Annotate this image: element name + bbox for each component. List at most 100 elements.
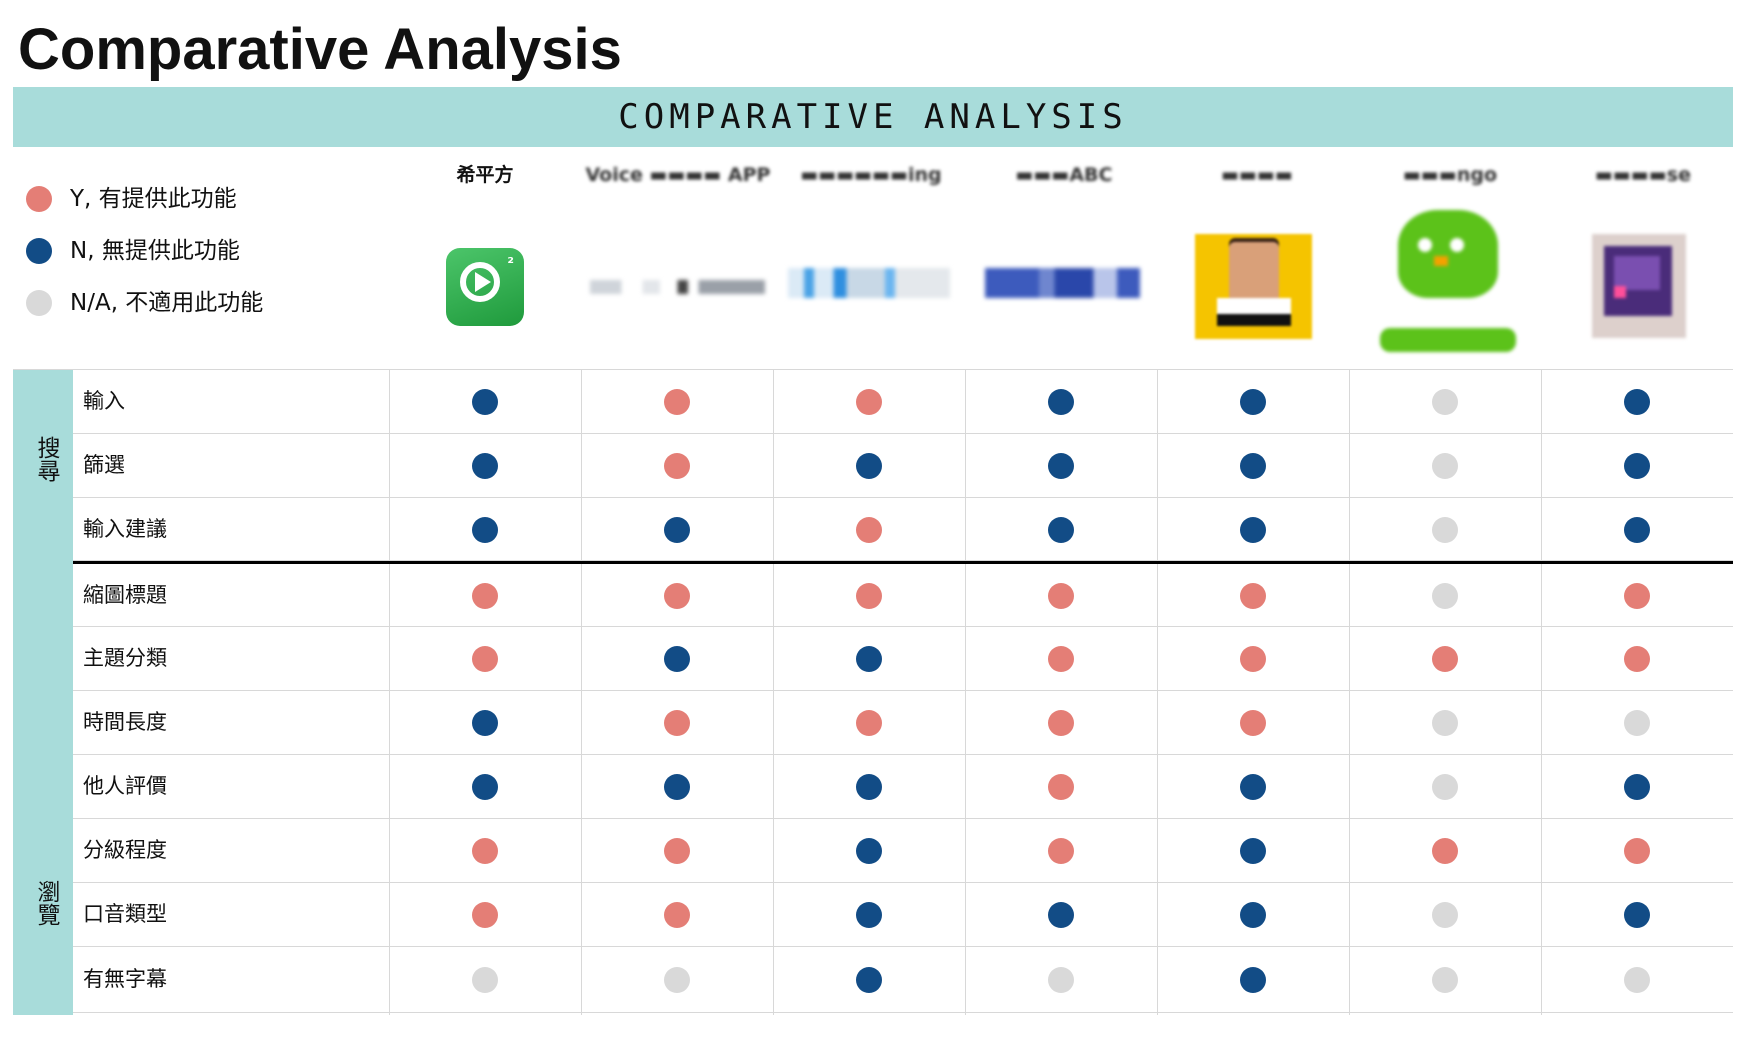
- section-divider: [73, 561, 1733, 564]
- hiping-logo: ²: [446, 248, 524, 326]
- status-dot-n: [856, 967, 882, 993]
- status-dot-y: [472, 582, 498, 609]
- status-dot-y: [1624, 646, 1650, 672]
- status-dot-n: [1240, 774, 1266, 800]
- replay-ring-icon: [460, 262, 500, 302]
- status-dot-n: [1240, 967, 1266, 993]
- legend-dot-yes: [26, 186, 52, 212]
- row-label: 主題分類: [83, 646, 167, 670]
- duolingo-logo: [1380, 210, 1516, 360]
- status-dot-y: [856, 389, 882, 415]
- status-dot-n: [1048, 516, 1074, 543]
- col-header-lyrics: ▬▬▬▬▬▬ing: [800, 164, 942, 186]
- status-dot-y: [472, 902, 498, 928]
- section-banner: COMPARATIVE ANALYSIS: [13, 87, 1733, 147]
- status-dot-na: [1432, 710, 1458, 736]
- status-dot-na: [1432, 582, 1458, 609]
- row-label: 時間長度: [83, 710, 167, 734]
- play-icon: [475, 272, 491, 292]
- status-dot-y: [1048, 838, 1074, 864]
- abc-logo: [985, 268, 1140, 298]
- group-label-browse: 瀏覽: [33, 880, 59, 926]
- owl-icon: [1398, 210, 1498, 298]
- status-dot-n: [1624, 516, 1650, 543]
- column-divider: [389, 370, 390, 1015]
- col-header-duolingo: ▬▬▬ngo: [1402, 164, 1498, 186]
- status-dot-n: [664, 516, 690, 543]
- legend-label-yes: Y, 有提供此功能: [70, 186, 237, 212]
- table-row: 口音類型: [73, 883, 1733, 947]
- row-label: 輸入建議: [83, 517, 167, 541]
- column-divider: [1157, 370, 1158, 1015]
- status-dot-y: [664, 389, 690, 415]
- status-dot-y: [664, 902, 690, 928]
- status-dot-n: [1240, 453, 1266, 479]
- table-row: 篩選: [73, 434, 1733, 498]
- page-title: Comparative Analysis: [18, 17, 622, 82]
- status-dot-y: [664, 582, 690, 609]
- col-header-purple-app: ▬▬▬▬se: [1594, 164, 1691, 186]
- status-dot-n: [1624, 389, 1650, 415]
- status-dot-y: [1240, 646, 1266, 672]
- row-label: 他人評價: [83, 774, 167, 798]
- status-dot-n: [856, 838, 882, 864]
- row-label: 口音類型: [83, 902, 167, 926]
- table-row: 輸入建議: [73, 498, 1733, 561]
- status-dot-n: [1048, 902, 1074, 928]
- status-dot-y: [1048, 646, 1074, 672]
- status-dot-n: [1240, 838, 1266, 864]
- status-dot-n: [472, 710, 498, 736]
- status-dot-na: [1432, 902, 1458, 928]
- status-dot-y: [1240, 582, 1266, 609]
- status-dot-y: [664, 710, 690, 736]
- status-dot-n: [1240, 902, 1266, 928]
- group-sidebar: [13, 370, 73, 1015]
- status-dot-na: [1432, 516, 1458, 543]
- status-dot-n: [472, 453, 498, 479]
- col-header-hiping: 希平方: [456, 164, 514, 186]
- duolingo-wordmark: [1380, 328, 1516, 352]
- column-divider: [773, 370, 774, 1015]
- status-dot-n: [856, 646, 882, 672]
- row-label: 輸入: [83, 389, 125, 413]
- status-dot-y: [1432, 646, 1458, 672]
- status-dot-na: [1432, 389, 1458, 415]
- status-dot-na: [664, 967, 690, 993]
- status-dot-y: [472, 838, 498, 864]
- status-dot-n: [1624, 453, 1650, 479]
- col-header-voice-app: Voice ▬▬▬▬ APP: [585, 164, 771, 186]
- status-dot-y: [664, 838, 690, 864]
- status-dot-n: [856, 774, 882, 800]
- legend-label-na: N/A, 不適用此功能: [70, 290, 264, 316]
- purple-app-logo: [1592, 234, 1686, 338]
- column-divider: [1349, 370, 1350, 1015]
- superscript-two-icon: ²: [507, 254, 514, 272]
- status-dot-n: [472, 516, 498, 543]
- row-label: 分級程度: [83, 838, 167, 862]
- status-dot-n: [1624, 774, 1650, 800]
- status-dot-y: [1048, 774, 1074, 800]
- status-dot-n: [664, 774, 690, 800]
- status-dot-n: [1240, 516, 1266, 543]
- status-dot-na: [472, 967, 498, 993]
- table-row: 他人評價: [73, 755, 1733, 819]
- status-dot-na: [1624, 710, 1650, 736]
- table-row: 時間長度: [73, 691, 1733, 755]
- status-dot-n: [1624, 902, 1650, 928]
- lyrics-logo: [788, 268, 950, 298]
- status-dot-n: [1048, 389, 1074, 415]
- table-row: 縮圖標題: [73, 564, 1733, 627]
- status-dot-y: [472, 646, 498, 672]
- status-dot-y: [1624, 582, 1650, 609]
- status-dot-y: [664, 453, 690, 479]
- status-dot-y: [1048, 582, 1074, 609]
- status-dot-y: [856, 582, 882, 609]
- status-dot-n: [472, 774, 498, 800]
- legend-dot-na: [26, 290, 52, 316]
- legend-dot-no: [26, 238, 52, 264]
- col-header-tedx: ▬▬▬▬: [1221, 164, 1293, 186]
- status-dot-n: [856, 453, 882, 479]
- status-dot-n: [856, 902, 882, 928]
- status-dot-n: [472, 389, 498, 415]
- status-dot-n: [1048, 453, 1074, 479]
